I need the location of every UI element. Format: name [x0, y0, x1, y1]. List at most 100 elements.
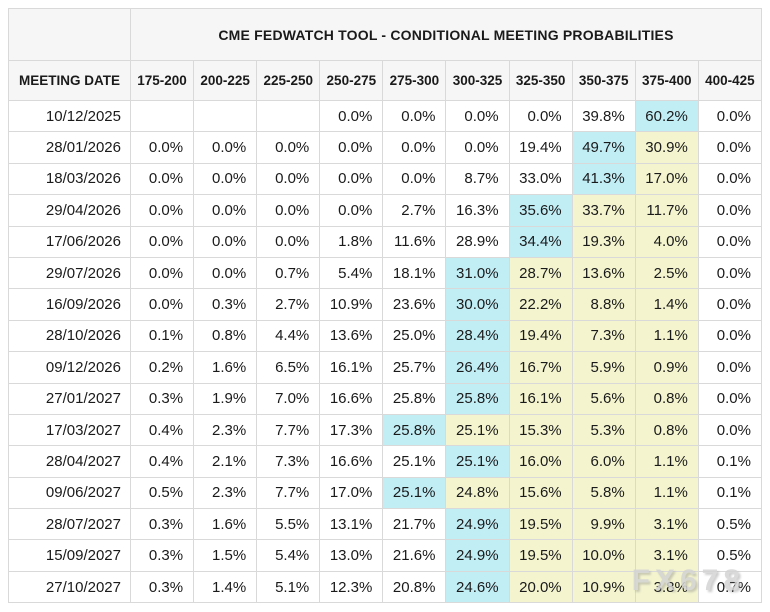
probability-cell: 28.7% [508, 256, 573, 290]
probability-cell: 1.4% [634, 288, 699, 321]
probability-cell: 33.7% [571, 194, 636, 227]
meeting-date-cell: 27/01/2027 [8, 382, 131, 415]
probability-cell: 25.1% [382, 476, 447, 510]
probability-cell: 25.1% [445, 413, 510, 447]
meeting-date-cell: 28/01/2026 [8, 131, 131, 164]
probability-cell: 0.8% [634, 413, 699, 447]
probability-cell: 13.6% [571, 256, 636, 290]
probability-cell: 0.0% [445, 131, 510, 164]
probability-cell: 0.0% [256, 225, 321, 258]
probability-cell: 4.4% [256, 319, 321, 353]
probability-cell: 25.8% [445, 382, 510, 415]
table-row: 17/03/2027 0.4% 2.3% 7.7% 17.3% 25.8% 25.1% 15.… [8, 413, 763, 447]
meeting-date-cell: 29/04/2026 [8, 194, 131, 227]
probability-cell: 30.0% [445, 288, 510, 321]
probability-cell: 7.7% [256, 476, 321, 510]
probability-cell: 16.6% [319, 382, 384, 415]
probability-cell: 1.1% [634, 319, 699, 353]
probability-cell: 24.9% [445, 508, 510, 541]
probability-cell: 0.0% [129, 256, 195, 290]
table-row: 29/07/2026 0.0% 0.0% 0.7% 5.4% 18.1% 31.0% 28.7… [8, 256, 763, 290]
probability-cell: 23.6% [382, 288, 447, 321]
probability-cell: 19.5% [508, 539, 573, 572]
table-row: 18/03/2026 0.0% 0.0% 0.0% 0.0% 0.0% 8.7% 33.0% 4… [8, 162, 763, 196]
corner-cell [8, 8, 131, 61]
probability-cell: 0.0% [697, 413, 763, 447]
probability-cell: 0.0% [193, 256, 258, 290]
probability-cell: 10.9% [571, 570, 636, 604]
probability-cell: 16.0% [508, 445, 573, 478]
probability-cell: 49.7% [571, 131, 636, 164]
probability-cell: 35.6% [508, 194, 573, 227]
probability-cell: 25.1% [382, 445, 447, 478]
probability-cell: 19.5% [508, 508, 573, 541]
probability-cell: 19.3% [571, 225, 636, 258]
rate-range-header: 200-225 [193, 60, 258, 101]
meeting-date-cell: 16/09/2026 [8, 288, 131, 321]
probability-cell: 0.0% [319, 131, 384, 164]
table-row: 29/04/2026 0.0% 0.0% 0.0% 0.0% 2.7% 16.3% 35.6%… [8, 194, 763, 227]
probability-cell: 0.0% [319, 162, 384, 196]
probability-cell: 17.0% [634, 162, 699, 196]
table-row: 09/12/2026 0.2% 1.6% 6.5% 16.1% 25.7% 26.4% 16.… [8, 351, 763, 384]
probability-cell: 0.5% [129, 476, 195, 510]
probability-cell: 28.4% [445, 319, 510, 353]
probability-cell: 5.3% [571, 413, 636, 447]
probability-cell: 20.8% [382, 570, 447, 604]
probability-cell: 5.1% [256, 570, 321, 604]
probability-cell: 0.8% [634, 382, 699, 415]
probability-cell: 17.0% [319, 476, 384, 510]
probability-cell: 15.6% [508, 476, 573, 510]
probability-cell [256, 99, 321, 133]
probability-cell: 7.3% [571, 319, 636, 353]
probability-cell: 1.9% [193, 382, 258, 415]
probability-cell: 0.8% [193, 319, 258, 353]
table-row: 10/12/2025 0.0% 0.0% 0.0% 0.0% 39.8% 60.2% 0.0% [8, 99, 763, 133]
meeting-date-cell: 17/06/2026 [8, 225, 131, 258]
probability-cell: 1.6% [193, 351, 258, 384]
probability-cell: 0.3% [129, 539, 195, 572]
probability-cell: 0.0% [445, 99, 510, 133]
probability-cell: 0.0% [193, 225, 258, 258]
probability-cell: 19.4% [508, 131, 573, 164]
probability-cell: 39.8% [571, 99, 636, 133]
table-row: 17/06/2026 0.0% 0.0% 0.0% 1.8% 11.6% 28.9% 34.4… [8, 225, 763, 258]
meeting-date-cell: 15/09/2027 [8, 539, 131, 572]
probability-cell: 2.3% [193, 476, 258, 510]
probability-cell: 0.0% [508, 99, 573, 133]
probability-cell: 3.1% [634, 539, 699, 572]
probability-cell: 34.4% [508, 225, 573, 258]
probability-cell: 2.7% [256, 288, 321, 321]
probability-cell: 11.6% [382, 225, 447, 258]
probability-cell: 0.7% [697, 570, 763, 604]
probability-cell: 0.0% [129, 131, 195, 164]
probability-cell: 17.3% [319, 413, 384, 447]
probability-cell: 1.5% [193, 539, 258, 572]
probability-cell: 0.0% [697, 194, 763, 227]
meeting-date-header: MEETING DATE [8, 60, 131, 101]
probability-cell: 7.3% [256, 445, 321, 478]
probability-cell: 0.0% [697, 382, 763, 415]
probabilities-body: 10/12/2025 0.0% 0.0% 0.0% 0.0% 39.8% 60.2% 0.0%… [8, 99, 763, 604]
probability-cell: 0.1% [129, 319, 195, 353]
probability-cell: 10.0% [571, 539, 636, 572]
probability-cell: 3.8% [634, 570, 699, 604]
meeting-date-cell: 29/07/2026 [8, 256, 131, 290]
probability-cell: 24.9% [445, 539, 510, 572]
table-row: 27/01/2027 0.3% 1.9% 7.0% 16.6% 25.8% 25.8% 16.… [8, 382, 763, 415]
probability-cell: 33.0% [508, 162, 573, 196]
probability-cell: 15.3% [508, 413, 573, 447]
probability-cell: 21.7% [382, 508, 447, 541]
probability-cell: 0.3% [129, 382, 195, 415]
probability-cell: 0.0% [382, 99, 447, 133]
probability-cell: 24.6% [445, 570, 510, 604]
probability-cell: 2.3% [193, 413, 258, 447]
probability-cell: 25.8% [382, 413, 447, 447]
table-row: 15/09/2027 0.3% 1.5% 5.4% 13.0% 21.6% 24.9% 19.… [8, 539, 763, 572]
probability-cell: 0.1% [697, 445, 763, 478]
probability-cell: 3.1% [634, 508, 699, 541]
probability-cell: 60.2% [634, 99, 699, 133]
probability-cell: 16.7% [508, 351, 573, 384]
probability-cell: 0.0% [319, 99, 384, 133]
